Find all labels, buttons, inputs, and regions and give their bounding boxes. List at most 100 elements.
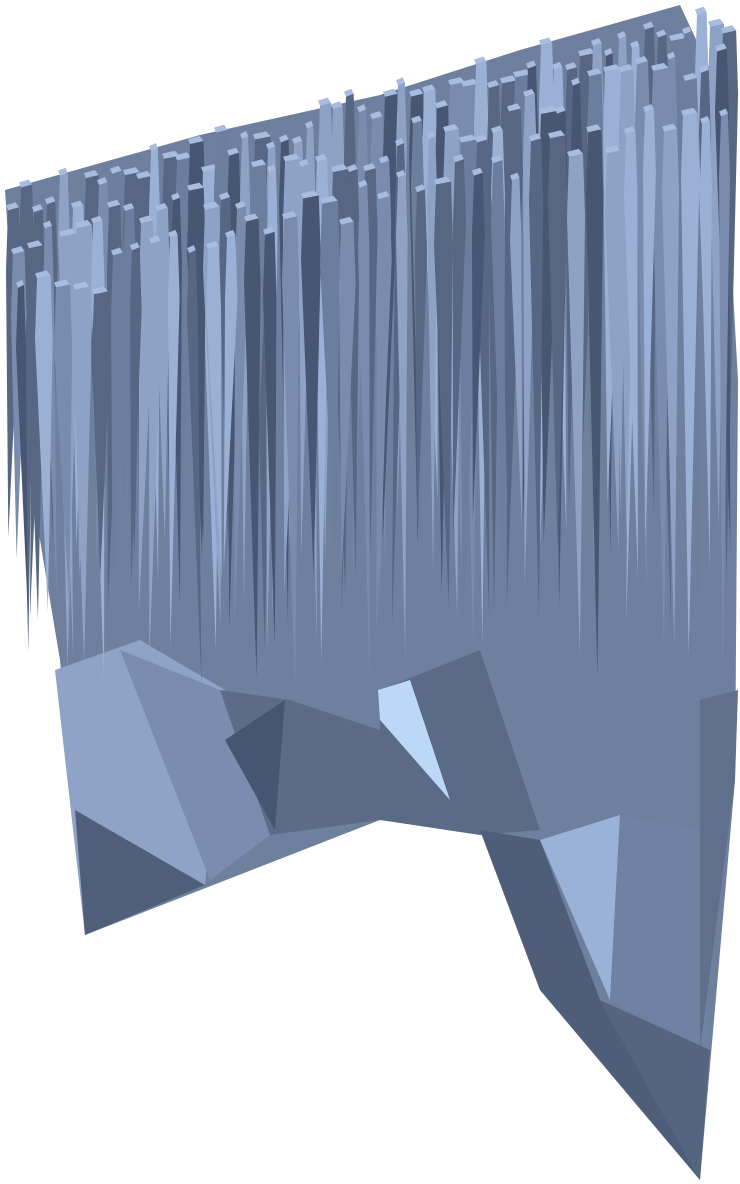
spike bbox=[111, 247, 123, 256]
spike bbox=[567, 153, 586, 656]
spike bbox=[487, 79, 499, 88]
spike bbox=[339, 216, 354, 225]
spike bbox=[529, 138, 544, 619]
spike bbox=[149, 143, 158, 152]
spike bbox=[331, 163, 348, 172]
spike bbox=[75, 219, 92, 228]
spike bbox=[662, 128, 680, 646]
spike bbox=[136, 170, 152, 179]
spike bbox=[681, 112, 700, 656]
facet bbox=[120, 650, 270, 880]
facet bbox=[610, 815, 710, 1050]
spike bbox=[700, 116, 710, 125]
spike bbox=[155, 202, 168, 211]
spike bbox=[643, 104, 654, 113]
spike bbox=[415, 184, 426, 193]
spike bbox=[225, 230, 236, 239]
spike bbox=[376, 196, 392, 636]
spike bbox=[16, 279, 25, 288]
spike bbox=[619, 64, 634, 73]
spike bbox=[453, 154, 464, 163]
spike bbox=[578, 48, 595, 57]
spike bbox=[253, 131, 271, 140]
spike bbox=[292, 135, 303, 144]
spike bbox=[240, 131, 249, 140]
spike bbox=[719, 108, 728, 117]
spike bbox=[472, 167, 483, 176]
facet bbox=[600, 1000, 710, 1180]
spike bbox=[526, 60, 537, 69]
spike bbox=[370, 111, 383, 120]
spike bbox=[282, 216, 300, 692]
spike bbox=[379, 155, 390, 164]
spike bbox=[507, 103, 521, 112]
spike bbox=[396, 169, 406, 178]
spike bbox=[91, 215, 103, 224]
spike bbox=[187, 250, 202, 687]
facet bbox=[380, 650, 540, 835]
spike bbox=[358, 184, 370, 687]
spike bbox=[32, 204, 43, 213]
spike bbox=[130, 242, 140, 251]
spike bbox=[175, 152, 192, 161]
spike bbox=[475, 134, 487, 143]
spike bbox=[123, 167, 140, 176]
spike bbox=[624, 131, 638, 578]
spike bbox=[251, 159, 267, 168]
spike bbox=[139, 215, 153, 224]
spike bbox=[411, 115, 422, 124]
spike bbox=[130, 247, 142, 586]
spike bbox=[548, 130, 566, 139]
spike bbox=[73, 286, 92, 663]
spike bbox=[244, 218, 261, 679]
spike bbox=[643, 109, 656, 544]
spike bbox=[681, 107, 698, 116]
spike bbox=[16, 284, 28, 608]
spike bbox=[700, 121, 712, 570]
spike bbox=[19, 179, 33, 188]
spike bbox=[651, 62, 669, 71]
spike bbox=[715, 43, 727, 52]
spike bbox=[187, 182, 204, 191]
facet bbox=[75, 810, 205, 935]
spike bbox=[235, 200, 246, 209]
spike bbox=[168, 234, 180, 649]
spike bbox=[491, 125, 503, 134]
spike bbox=[92, 286, 108, 295]
spike bbox=[206, 241, 220, 250]
facet bbox=[540, 815, 620, 1000]
spike-layer bbox=[6, 6, 739, 692]
spike bbox=[721, 25, 737, 34]
spike bbox=[662, 123, 678, 132]
spike bbox=[459, 134, 477, 143]
spike bbox=[123, 202, 135, 211]
facet bbox=[480, 830, 700, 1180]
spike bbox=[605, 150, 622, 552]
spike bbox=[474, 56, 487, 65]
spike bbox=[552, 62, 563, 71]
spike bbox=[187, 245, 196, 254]
spike bbox=[409, 88, 424, 97]
spike bbox=[395, 137, 405, 146]
spike bbox=[111, 252, 125, 615]
spike bbox=[203, 201, 220, 210]
spike bbox=[6, 202, 19, 211]
spike bbox=[571, 77, 580, 86]
spike bbox=[682, 26, 692, 35]
spike bbox=[529, 133, 542, 142]
spike bbox=[472, 172, 485, 521]
spike bbox=[586, 129, 604, 679]
spike bbox=[500, 75, 517, 84]
spike bbox=[283, 153, 301, 162]
spike bbox=[422, 84, 436, 93]
spike bbox=[305, 120, 314, 129]
spike bbox=[219, 191, 231, 200]
spike bbox=[555, 105, 566, 114]
spike bbox=[320, 195, 338, 204]
spike bbox=[605, 145, 620, 154]
spike bbox=[282, 211, 298, 220]
spike bbox=[539, 105, 557, 114]
spike bbox=[43, 220, 52, 229]
